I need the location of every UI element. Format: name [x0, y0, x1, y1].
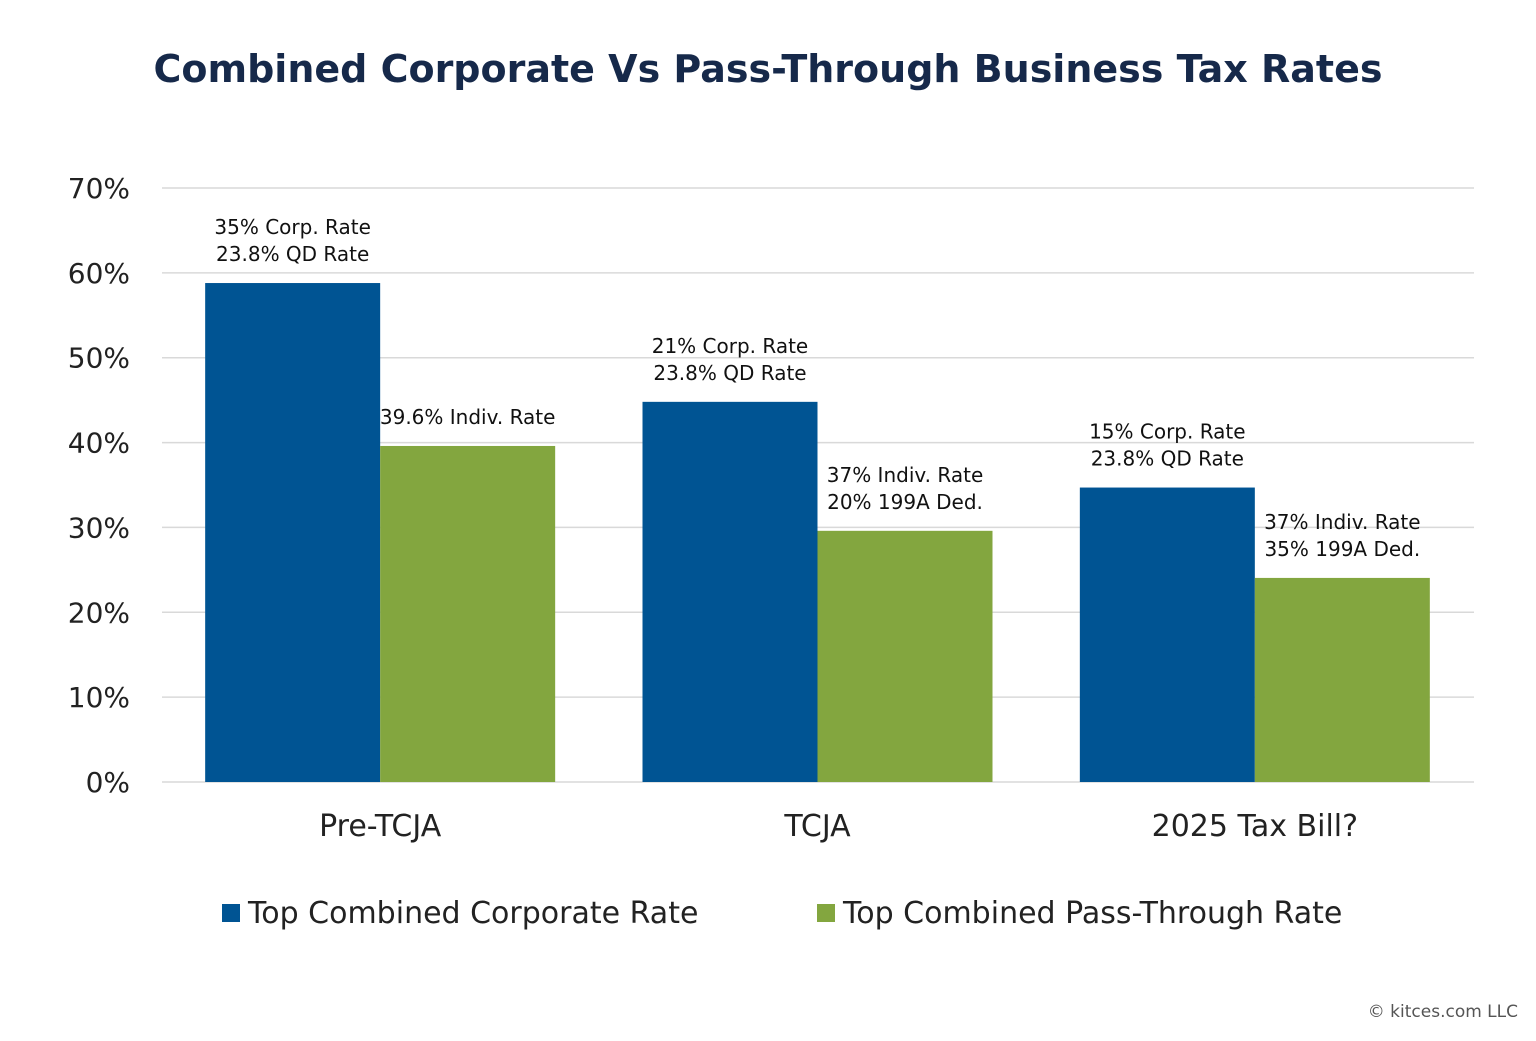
chart-title: Combined Corporate Vs Pass-Through Busin…	[154, 47, 1383, 91]
y-tick-label: 10%	[68, 681, 130, 714]
y-tick-label: 50%	[68, 342, 130, 375]
y-tick-label: 70%	[68, 172, 130, 205]
data-label: 15% Corp. Rate	[1089, 420, 1246, 444]
data-label: 23.8% QD Rate	[216, 242, 369, 266]
data-label: 21% Corp. Rate	[652, 334, 809, 358]
x-tick-label: TCJA	[783, 809, 851, 844]
legend-swatch	[817, 904, 835, 922]
data-label: 35% Corp. Rate	[214, 215, 371, 239]
data-label: 37% Indiv. Rate	[1264, 510, 1421, 534]
data-label: 20% 199A Ded.	[827, 490, 983, 514]
y-tick-label: 20%	[68, 596, 130, 629]
y-tick-label: 30%	[68, 511, 130, 544]
copyright: © kitces.com LLC	[1368, 1002, 1518, 1022]
y-tick-label: 40%	[68, 427, 130, 460]
x-tick-label: 2025 Tax Bill?	[1152, 809, 1358, 844]
bar	[205, 283, 381, 782]
data-label: 35% 199A Ded.	[1264, 537, 1420, 561]
legend-item: Top Combined Corporate Rate	[222, 896, 698, 931]
legend-label: Top Combined Pass-Through Rate	[842, 896, 1342, 931]
data-label: 23.8% QD Rate	[1091, 447, 1244, 471]
legend-label: Top Combined Corporate Rate	[247, 896, 698, 931]
y-tick-label: 60%	[68, 257, 130, 290]
y-tick-label: 0%	[86, 766, 130, 799]
data-label: 23.8% QD Rate	[653, 361, 806, 385]
bar	[642, 401, 818, 782]
legend-swatch	[222, 904, 240, 922]
bar	[1254, 577, 1430, 782]
legend-item: Top Combined Pass-Through Rate	[817, 896, 1342, 931]
x-tick-label: Pre-TCJA	[319, 809, 442, 844]
bar	[1079, 487, 1255, 782]
data-label: 37% Indiv. Rate	[827, 463, 984, 487]
data-label: 39.6% Indiv. Rate	[380, 405, 556, 429]
bar	[817, 530, 993, 782]
bar	[380, 445, 556, 782]
